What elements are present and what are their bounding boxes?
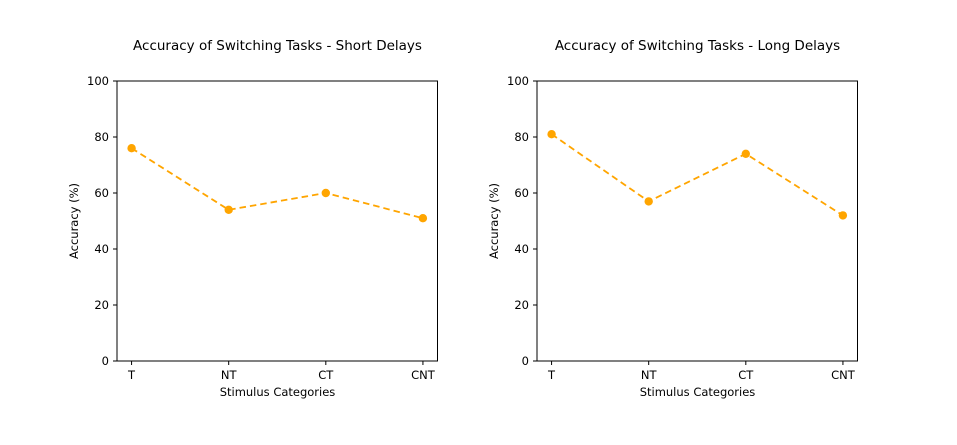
- x-axis-label: Stimulus Categories: [219, 385, 336, 399]
- y-tick-label: 80: [94, 130, 109, 144]
- y-tick-label: 100: [507, 74, 529, 88]
- x-tick-label: NT: [641, 368, 658, 382]
- x-tick-label: CNT: [411, 368, 436, 382]
- plot-area: 0 20 40 60 80 100 T NT CT CNT: [87, 74, 438, 382]
- chart-title: Accuracy of Switching Tasks - Short Dela…: [133, 38, 422, 54]
- plot-area: 0 20 40 60 80 100 T NT CT CNT: [507, 74, 858, 382]
- data-point-CT: [321, 188, 330, 198]
- data-point-T: [127, 144, 136, 153]
- y-tick-label: 60: [94, 186, 109, 200]
- y-tick-label: 40: [514, 242, 529, 256]
- y-tick-label: 40: [94, 242, 109, 256]
- x-tick-label: T: [127, 368, 136, 382]
- x-tick-label: CT: [738, 368, 754, 382]
- x-axis-label: Stimulus Categories: [639, 385, 756, 399]
- x-tick-label: NT: [221, 368, 238, 382]
- chart-short-delays: Accuracy of Switching Tasks - Short Dela…: [0, 0, 478, 445]
- data-point-CNT: [418, 214, 428, 223]
- data-line: [131, 147, 424, 220]
- data-line: [551, 133, 844, 217]
- chart-title: Accuracy of Switching Tasks - Long Delay…: [554, 38, 841, 54]
- y-tick-label: 0: [102, 354, 109, 368]
- y-tick-label: 20: [514, 298, 529, 312]
- chart-long-delays: Accuracy of Switching Tasks - Long Delay…: [420, 0, 898, 445]
- y-tick-label: 0: [522, 354, 529, 368]
- x-tick-label: T: [547, 368, 556, 382]
- data-point-CT: [741, 149, 750, 158]
- y-tick-label: 80: [514, 130, 529, 144]
- axes-spines: [536, 80, 858, 362]
- y-tick-label: 60: [514, 186, 529, 200]
- y-tick-label: 20: [94, 298, 109, 312]
- y-tick-label: 100: [87, 74, 109, 88]
- data-point-NT: [224, 205, 233, 214]
- data-point-T: [547, 130, 556, 139]
- data-point-CNT: [838, 211, 848, 220]
- x-tick-label: CNT: [831, 368, 856, 382]
- x-tick-label: CT: [318, 368, 334, 382]
- data-point-NT: [644, 197, 653, 206]
- axes-spines: [116, 80, 438, 362]
